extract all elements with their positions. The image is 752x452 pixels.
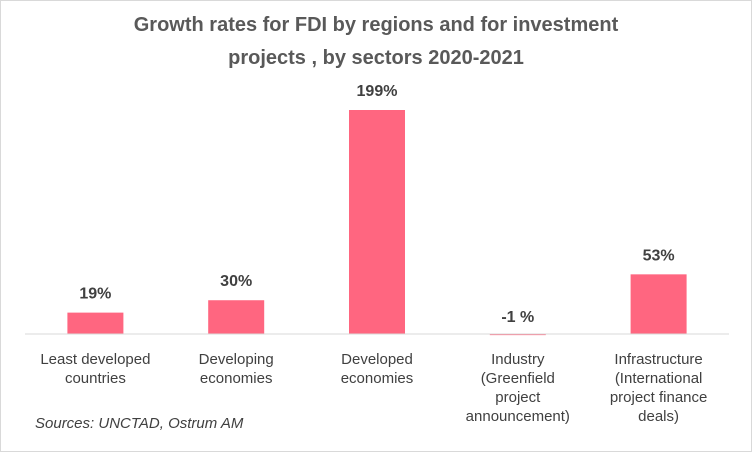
data-label-1: 30% <box>220 273 252 290</box>
data-label-0: 19% <box>79 286 111 303</box>
chart-title-line-1: Growth rates for FDI by regions and for … <box>133 14 619 36</box>
data-label-4: 53% <box>643 247 675 264</box>
category-label-4: Infrastructure (International project fina… <box>610 351 708 425</box>
chart-title-line-2: projects , by sectors 2020-2021 <box>228 47 524 69</box>
category-label-3: Industry (Greenfield project announcement) <box>466 351 570 425</box>
data-label-3: -1 % <box>501 309 534 326</box>
category-label-2: Developed economies <box>341 351 414 387</box>
source-note: Sources: UNCTAD, Ostrum AM <box>35 415 244 432</box>
bar-4 <box>630 274 687 334</box>
bar-3 <box>489 334 546 336</box>
bar-1 <box>208 300 265 334</box>
bar-2 <box>349 110 405 334</box>
bar-0 <box>67 312 124 334</box>
category-label-1: Developing economies <box>199 351 274 387</box>
data-label-2: 199% <box>357 83 398 100</box>
category-label-0: Least developed countries <box>40 351 150 387</box>
chart-title: Growth rates for FDI by regions and for … <box>1 9 751 75</box>
